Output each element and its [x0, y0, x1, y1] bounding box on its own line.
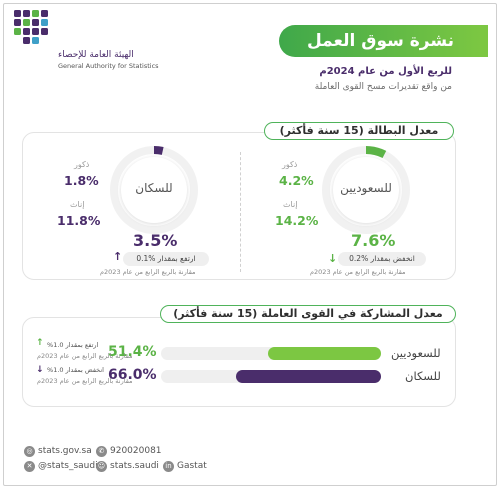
population-female-key: إناث [70, 200, 85, 209]
footer-phone[interactable]: 920020081 [110, 446, 162, 456]
twitter-icon: ✕ [24, 461, 35, 472]
period-text: للربع الأول من عام 2024م [319, 66, 452, 77]
bulletin-title: نشرة سوق العمل [279, 25, 488, 57]
saudis-unemployment-ring: للسعوديين [321, 145, 411, 235]
logo-arabic-text: الهيئة العامة للإحصاء [58, 50, 134, 60]
population-change-pill: ارتفع بمقدار %0.1 [123, 252, 209, 266]
gastat-logo: الهيئة العامة للإحصاء General Authority … [14, 10, 159, 70]
participation-row-population-compare: مقارنة بالربع الرابع من عام 2023م [37, 377, 133, 385]
saudis-total-value: 7.6% [351, 231, 396, 250]
participation-row-saudis-change: ارتفع بمقدار 1.0% [47, 341, 99, 349]
participation-row-population-bar [235, 370, 381, 383]
participation-row-saudis-bar [267, 347, 381, 360]
population-male-value: 1.8% [64, 173, 99, 188]
saudis-ring-svg [322, 146, 410, 234]
population-ring-center: للسكان [121, 157, 187, 223]
footer-linkedin[interactable]: Gastat [177, 461, 207, 471]
participation-card [22, 317, 456, 407]
participation-row-saudis-value: 51.4% [108, 344, 157, 360]
saudis-female-value: 14.2% [275, 213, 319, 228]
participation-row-population-value: 66.0% [108, 367, 157, 383]
footer-website[interactable]: stats.gov.sa [38, 446, 92, 456]
population-ring-label: للسكان [135, 181, 173, 195]
participation-row-saudis-compare: مقارنة بالربع الرابع من عام 2023م [37, 352, 133, 360]
participation-row-population-change: انخفض بمقدار 1.0% [47, 366, 104, 374]
saudis-male-value: 4.2% [279, 173, 314, 188]
footer-snapchat[interactable]: stats.saudi [110, 461, 159, 471]
up-arrow-icon: ↑ [36, 338, 44, 348]
saudis-ring-label: للسعوديين [340, 181, 392, 195]
source-text: من واقع تقديرات مسح القوى العاملة [314, 82, 452, 92]
saudis-male-key: ذكور [282, 160, 298, 169]
population-ring-svg [110, 146, 198, 234]
population-unemployment-ring: للسكان [109, 145, 199, 235]
page-frame [3, 3, 497, 486]
saudis-change-pill: انخفض بمقدار %0.2 [338, 252, 426, 266]
saudis-female-key: إناث [283, 200, 298, 209]
saudis-compare-text: مقارنة بالربع الرابع من عام 2023م [310, 268, 406, 276]
logo-english-text: General Authority for Statistics [58, 62, 159, 70]
down-arrow-icon: ↓ [328, 252, 338, 265]
globe-icon: ◎ [24, 446, 35, 457]
participation-row-saudis-track [161, 347, 381, 360]
unemployment-section-label: معدل البطالة (15 سنة فأكثر) [264, 122, 454, 140]
snapchat-icon: ☺ [96, 461, 107, 472]
phone-icon: ✆ [96, 446, 107, 457]
footer-twitter[interactable]: @stats_saudi [38, 461, 98, 471]
participation-row-population-track [161, 370, 381, 383]
down-arrow-icon: ↓ [36, 365, 44, 375]
up-arrow-icon: ↑ [113, 250, 123, 263]
linkedin-icon: in [163, 461, 174, 472]
population-female-value: 11.8% [57, 213, 101, 228]
population-ring-arc [110, 146, 198, 234]
population-compare-text: مقارنة بالربع الرابع من عام 2023م [100, 268, 196, 276]
card-divider [240, 152, 241, 272]
participation-section-label: معدل المشاركة في القوى العاملة (15 سنة ف… [160, 305, 456, 323]
saudis-ring-arc [322, 146, 410, 234]
logo-mark-icon [14, 10, 54, 62]
population-male-key: ذكور [74, 160, 90, 169]
population-total-value: 3.5% [133, 231, 178, 250]
saudis-ring-center: للسعوديين [333, 157, 399, 223]
participation-row-population-label: للسكان [405, 369, 441, 383]
participation-row-saudis-label: للسعوديين [391, 346, 441, 360]
